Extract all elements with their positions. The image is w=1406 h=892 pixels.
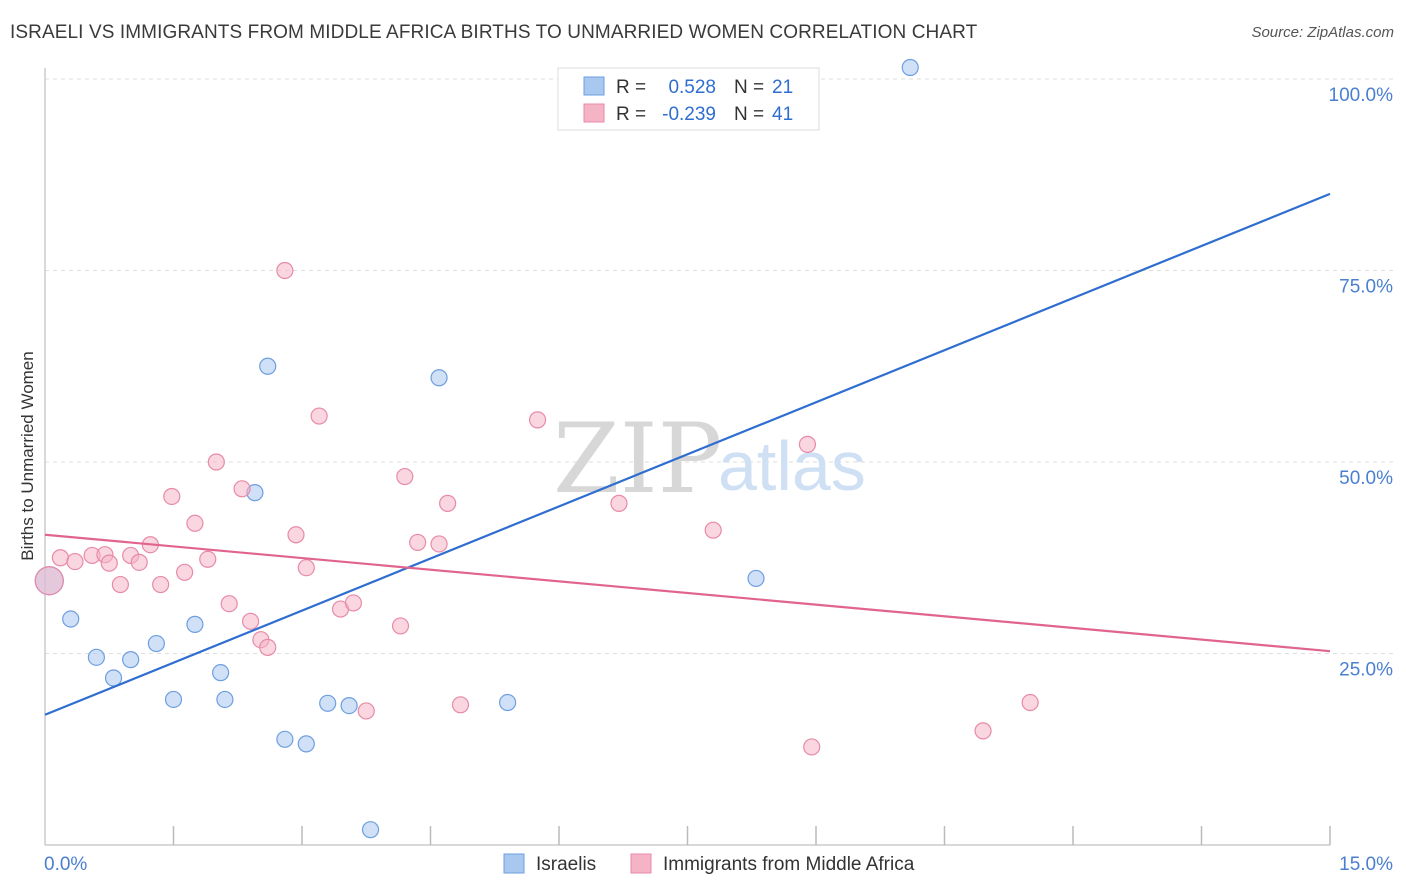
y-tick-label: 50.0% [1339, 468, 1393, 489]
legend-label-middle-africa: Immigrants from Middle Africa [663, 854, 915, 875]
stats-legend-swatch-middle-africa [583, 103, 605, 123]
israelis-point [216, 690, 234, 709]
middle-africa-point [439, 494, 457, 512]
israelis-point [361, 821, 380, 839]
israelis-point [122, 651, 140, 669]
middle-africa-point [186, 514, 204, 532]
x-tick-label-min: 0.0% [44, 854, 87, 875]
middle-africa-point [798, 435, 817, 453]
israelis-point [319, 694, 337, 712]
israelis-point [259, 357, 277, 375]
israelis-point [430, 369, 448, 387]
middle-africa-point [152, 575, 170, 594]
middle-africa-point [610, 494, 628, 512]
middle-africa-point [287, 526, 305, 544]
middle-africa-point [51, 549, 70, 567]
x-tick-label-max: 15.0% [1339, 854, 1393, 875]
grid-lines [45, 78, 1393, 654]
middle-africa-point [276, 261, 294, 280]
middle-africa-point [344, 594, 362, 612]
y-tick-label: 25.0% [1339, 660, 1393, 681]
stats-n-value: 41 [772, 104, 793, 125]
stats-r-value: -0.239 [662, 104, 716, 125]
middle-africa-point [163, 487, 181, 506]
middle-africa-point [207, 453, 225, 471]
israelis-point [186, 615, 204, 633]
legend-label-israelis: Israelis [536, 854, 596, 875]
stats-r-value: 0.528 [668, 77, 716, 98]
watermark-atlas: atlas [718, 427, 866, 505]
middle-africa-point [409, 533, 427, 552]
middle-africa-point [259, 638, 277, 656]
middle-africa-point [66, 552, 84, 571]
israelis-point [340, 696, 358, 715]
stats-n-label: N = [734, 77, 764, 98]
israelis-point [276, 730, 294, 748]
stats-legend-swatch-israelis [583, 76, 605, 96]
middle-africa-point [1021, 693, 1039, 712]
israelis-point [297, 735, 315, 753]
israelis-trend-line [44, 192, 1331, 716]
stats-n-value: 21 [772, 77, 793, 98]
source-label: Source: ZipAtlas.com [1251, 24, 1394, 41]
middle-africa-trend-line [44, 533, 1331, 653]
israelis-point [87, 648, 106, 666]
middle-africa-point [176, 563, 194, 581]
middle-africa-point [34, 566, 64, 596]
israelis-point [147, 634, 165, 653]
middle-africa-point [242, 612, 260, 630]
stats-r-label: R = [616, 77, 646, 98]
middle-africa-point [100, 554, 118, 572]
y-tick-label: 75.0% [1339, 277, 1393, 298]
middle-africa-point [528, 411, 547, 429]
trend-lines [44, 192, 1331, 716]
middle-africa-point [391, 617, 410, 635]
middle-africa-point [233, 480, 251, 498]
middle-africa-point [130, 553, 148, 571]
israelis-point [212, 664, 230, 682]
middle-africa-point [974, 722, 992, 740]
y-tick-labels: 25.0% 50.0% 75.0% 100.0% [1329, 85, 1394, 681]
stats-r-label: R = [616, 104, 646, 125]
chart-title: ISRAELI VS IMMIGRANTS FROM MIDDLE AFRICA… [10, 22, 978, 43]
middle-africa-point [396, 467, 414, 486]
middle-africa-point [111, 575, 129, 594]
y-axis-label: Births to Unmarried Women [18, 351, 37, 560]
middle-africa-point [430, 535, 448, 553]
middle-africa-point [704, 521, 722, 539]
stats-n-label: N = [734, 104, 764, 125]
legend-swatch-israelis [503, 853, 525, 874]
middle-africa-point [199, 550, 217, 568]
middle-africa-point [297, 559, 315, 577]
israelis-point [747, 569, 765, 588]
israelis-point [499, 693, 517, 712]
middle-africa-point [310, 407, 328, 425]
x-ticks [172, 826, 1331, 845]
middle-africa-point [220, 595, 238, 613]
israelis-point [164, 690, 183, 709]
legend-swatch-middle-africa [630, 853, 652, 874]
series-legend: Israelis Immigrants from Middle Africa [503, 853, 915, 875]
y-tick-label: 100.0% [1329, 85, 1394, 106]
israelis-point [901, 58, 919, 77]
stats-legend: R = 0.528 N = 21 R = -0.239 N = 41 [557, 67, 820, 131]
middle-africa-point [357, 702, 375, 720]
middle-africa-point [803, 738, 821, 756]
israelis-point [62, 610, 80, 628]
middle-africa-point [451, 696, 470, 714]
data-points [34, 58, 1039, 839]
